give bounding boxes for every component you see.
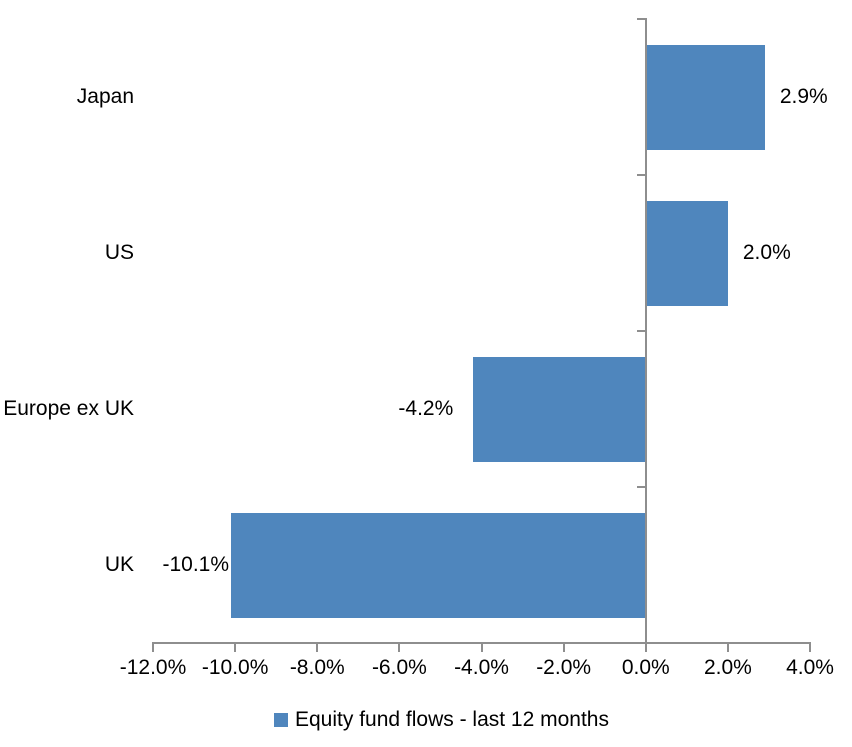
bar-us xyxy=(645,200,728,306)
category-axis-tick xyxy=(636,486,645,488)
data-label: 2.0% xyxy=(742,241,791,264)
value-axis-tick-label: -8.0% xyxy=(289,656,345,679)
bar-japan xyxy=(645,44,765,150)
category-axis-tick xyxy=(636,174,645,176)
data-label: -4.2% xyxy=(398,397,454,420)
value-axis-tick-label: -12.0% xyxy=(119,656,187,679)
value-axis-tick-label: -6.0% xyxy=(371,656,427,679)
value-axis-tick-label: -10.0% xyxy=(201,656,269,679)
legend-marker-icon xyxy=(274,713,288,727)
bar-europe-ex-uk xyxy=(473,356,646,462)
value-axis-tick-label: 4.0% xyxy=(786,656,834,679)
value-axis-tick-label: 2.0% xyxy=(703,656,752,679)
category-label: US xyxy=(104,241,134,264)
value-axis-tick xyxy=(316,643,319,652)
value-axis-tick xyxy=(726,643,729,652)
legend: Equity fund flows - last 12 months xyxy=(0,706,852,736)
data-label: 2.9% xyxy=(779,85,828,108)
value-axis-tick-label: -2.0% xyxy=(536,656,592,679)
value-axis-tick-label: -4.0% xyxy=(454,656,509,679)
category-label: UK xyxy=(104,553,134,576)
value-axis-tick xyxy=(562,643,565,652)
category-axis-tick xyxy=(636,330,645,332)
data-label: -10.1% xyxy=(162,553,230,576)
category-axis-line xyxy=(644,18,647,652)
value-axis-tick xyxy=(152,643,154,652)
value-axis-tick xyxy=(398,643,401,652)
value-axis-tick-label: 0.0% xyxy=(621,656,670,679)
category-label: Japan xyxy=(76,85,134,108)
bar-uk xyxy=(231,512,646,618)
value-axis-tick xyxy=(234,643,237,652)
value-axis-tick xyxy=(809,643,811,652)
value-axis-tick xyxy=(480,643,483,652)
legend-label: Equity fund flows - last 12 months xyxy=(295,708,609,731)
category-axis-tick xyxy=(636,18,645,20)
value-axis-tick xyxy=(644,643,647,652)
category-label: Europe ex UK xyxy=(3,397,134,420)
